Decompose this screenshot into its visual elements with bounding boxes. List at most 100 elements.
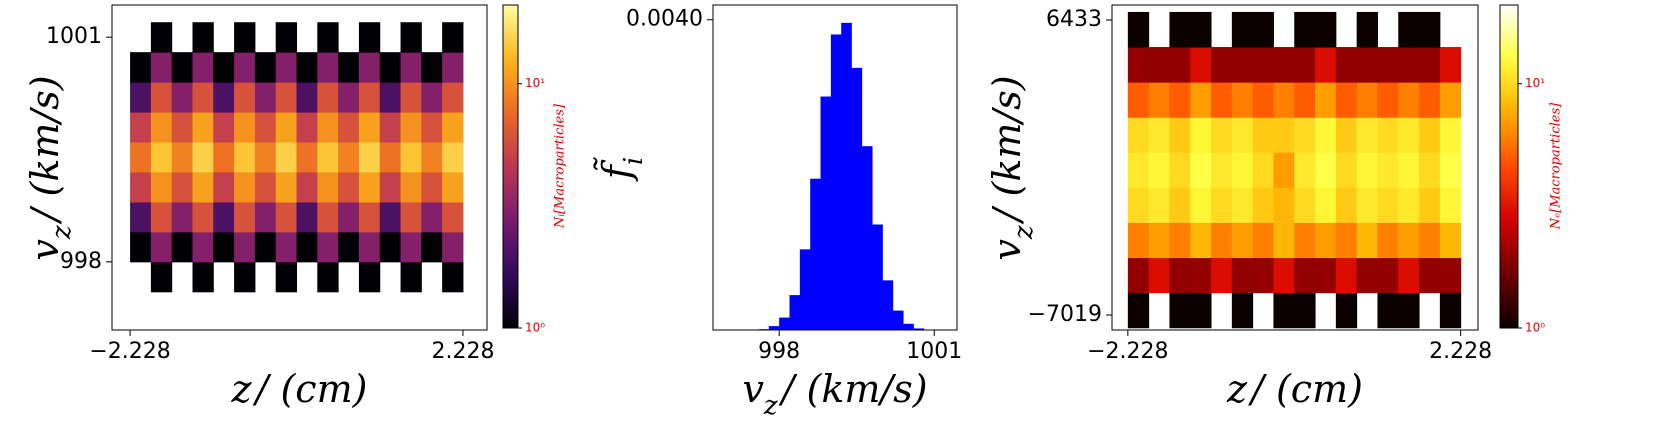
heatmap-cell: [192, 112, 214, 143]
heatmap-cell: [1315, 47, 1337, 83]
axes-frame: [1111, 4, 1479, 331]
histogram-bar: [768, 326, 780, 330]
heatmap-cell: [1377, 117, 1399, 153]
heatmap-cell: [150, 171, 173, 203]
heatmap-cell: [1211, 187, 1233, 223]
x-tick-label: −2.228: [1087, 339, 1168, 364]
heatmap-cell: [172, 22, 193, 52]
heatmap-cell: [400, 142, 422, 173]
heatmap-cell: [1190, 257, 1212, 294]
heatmap-cell: [192, 231, 214, 263]
y-axis-label: vz/ (km/s): [985, 75, 1040, 260]
x-tick-label: 2.228: [1429, 339, 1492, 364]
heatmap-cell: [1294, 152, 1316, 188]
heatmap-cell: [358, 231, 381, 263]
heatmap-cell: [442, 82, 464, 113]
heatmap-cell: [1273, 47, 1295, 83]
heatmap-cell: [297, 262, 318, 292]
heatmap-cell: [1149, 293, 1170, 329]
heatmap-cell: [1336, 12, 1357, 48]
colorbar: [1499, 4, 1519, 329]
heatmap-cell: [442, 142, 464, 173]
heatmap-cell: [1439, 222, 1462, 259]
heatmap-cell: [192, 261, 214, 293]
colorbar: [502, 4, 519, 329]
heatmap-cell: [255, 262, 276, 292]
heatmap-cell: [1148, 117, 1170, 153]
y-tick-label: 0.0040: [626, 7, 703, 32]
heatmap-cell: [338, 142, 360, 173]
y-tick-label: 6433: [1046, 7, 1102, 32]
heatmap-cell: [213, 231, 235, 263]
heatmap-cell: [442, 171, 464, 203]
heatmap-cell: [192, 171, 214, 203]
heatmap-cell: [296, 82, 318, 113]
heatmap-cell: [192, 52, 214, 83]
heatmap-cell: [1190, 152, 1212, 188]
heatmap-cell: [1419, 222, 1441, 259]
y-tick-label: 1001: [46, 24, 102, 49]
heatmap-cell: [1127, 222, 1150, 259]
heatmap-cell: [296, 52, 318, 83]
heatmap-cell: [254, 201, 277, 233]
colorbar-tick-label: 10¹: [525, 76, 545, 90]
heatmap-cell: [1148, 257, 1170, 294]
heatmap-cell: [296, 112, 318, 143]
heatmap-cell: [1315, 11, 1337, 48]
heatmap-cell: [317, 112, 339, 143]
heatmap-cell: [254, 112, 277, 143]
heatmap-cell: [1335, 257, 1358, 294]
y-axis-label-base: v: [985, 239, 1029, 261]
heatmap-cell: [130, 262, 151, 292]
heatmap-cell: [171, 201, 193, 233]
heatmap-cell: [1315, 152, 1337, 188]
heatmap-cell: [379, 52, 402, 83]
heatmap-cell: [421, 52, 443, 83]
heatmap-cell: [234, 52, 256, 83]
heatmap-cell: [213, 262, 234, 292]
y-axis-label-rest: / (km/s): [985, 75, 1029, 225]
heatmap-cell: [1335, 152, 1358, 188]
heatmap-cell: [213, 112, 235, 143]
heatmap-cell: [192, 142, 214, 173]
heatmap-cell: [130, 171, 152, 203]
heatmap-cell: [358, 112, 381, 143]
heatmap-cell: [1252, 117, 1274, 153]
heatmap-cell: [1377, 187, 1399, 223]
y-axis-label: vz/ (km/s): [23, 75, 78, 260]
histogram-bar: [830, 34, 842, 330]
heatmap-cell: [1231, 222, 1254, 259]
heatmap-cell: [150, 261, 173, 293]
colorbar-label: Nᵢ[Macroparticles]: [553, 103, 568, 229]
heatmap-cell: [338, 112, 360, 143]
heatmap-cell: [379, 112, 402, 143]
heatmap-cell: [421, 231, 443, 263]
heatmap-cell: [213, 142, 235, 173]
heatmap-cell: [358, 82, 381, 113]
heatmap-cell: [275, 142, 298, 173]
heatmap-cell: [1398, 82, 1420, 118]
heatmap-cell: [130, 82, 152, 113]
heatmap-cell: [234, 261, 256, 293]
heatmap-cell: [358, 52, 381, 83]
heatmap-cell: [1294, 222, 1316, 259]
heatmap-cell: [1356, 152, 1378, 188]
heatmap-cell: [379, 82, 402, 113]
y-axis-label-base: v: [23, 239, 67, 261]
heatmap-cell: [1148, 47, 1170, 83]
heatmap-cell: [400, 22, 422, 53]
x-tick-label: −2.228: [89, 339, 170, 364]
heatmap-cell: [1252, 152, 1274, 188]
heatmap-cell: [1211, 257, 1233, 294]
axes-frame: [712, 4, 958, 331]
x-axis-label: vz / (km/s): [742, 367, 927, 422]
heatmap-cell: [1294, 82, 1316, 118]
heatmap-cell: [1169, 152, 1191, 188]
heatmap-cell: [1294, 257, 1316, 294]
heatmap-cell: [1315, 222, 1337, 259]
heatmap-cell: [400, 52, 422, 83]
heatmap-cell: [1335, 187, 1358, 223]
heatmap-cell: [317, 22, 339, 53]
heatmap-cell: [1127, 82, 1150, 118]
heatmap-cell: [317, 231, 339, 263]
